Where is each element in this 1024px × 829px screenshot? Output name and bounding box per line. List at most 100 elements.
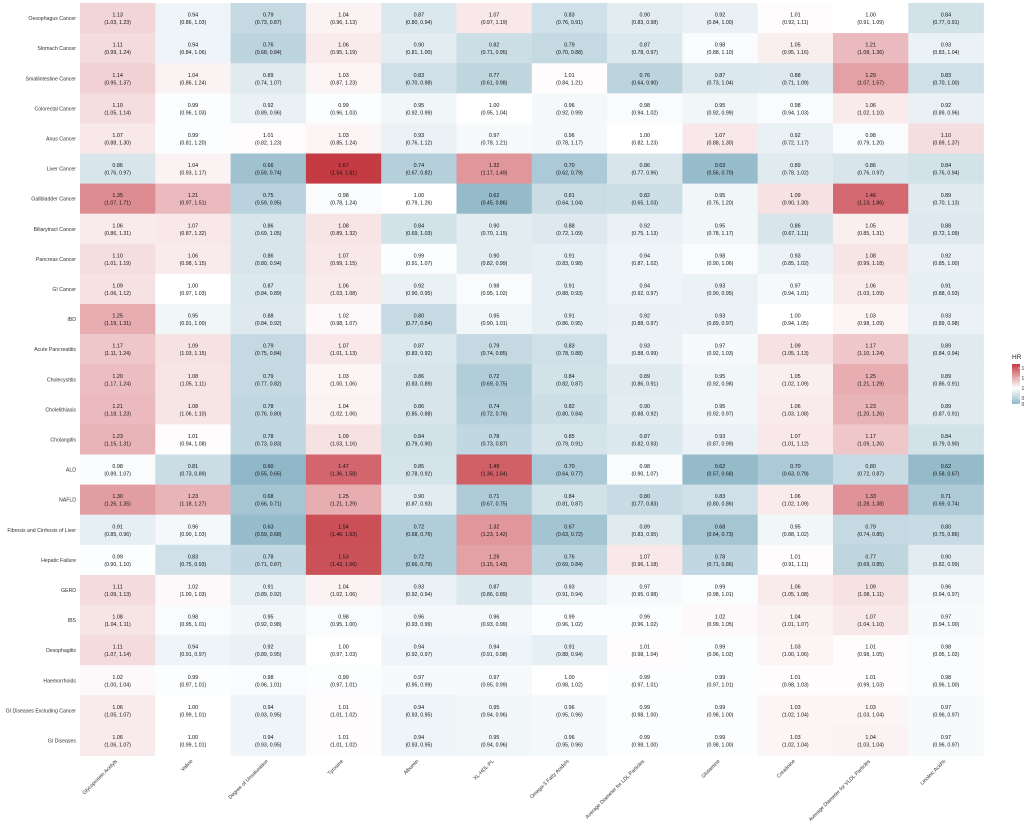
- cell-ci-label: (0.98, 1.00): [631, 712, 658, 718]
- cell-value-label: 0.87: [414, 344, 425, 350]
- cell-ci-label: (0.72, 1.17): [782, 140, 809, 146]
- cell-ci-label: (0.69, 0.75): [481, 381, 508, 387]
- cell-value-label: 0.94: [414, 735, 425, 741]
- row-label: Pancreas Cancer: [36, 257, 76, 263]
- cell-value-label: 1.07: [489, 13, 500, 19]
- cell-ci-label: (0.94, 1.00): [933, 622, 960, 628]
- cell-value-label: 0.90: [489, 253, 500, 259]
- cell-value-label: 0.92: [790, 133, 801, 139]
- cell-ci-label: (0.95, 1.19): [330, 50, 357, 56]
- cell-value-label: 0.99: [715, 705, 726, 711]
- cell-value-label: 0.94: [414, 705, 425, 711]
- cell-value-label: 0.94: [188, 13, 199, 19]
- cell-ci-label: (0.84, 1.21): [556, 80, 583, 86]
- cell-ci-label: (0.73, 0.87): [255, 20, 282, 26]
- cell-ci-label: (0.88, 0.97): [631, 321, 658, 327]
- cell-ci-label: (0.97, 1.03): [180, 291, 207, 297]
- cell-ci-label: (0.79, 0.90): [406, 441, 433, 447]
- cell-ci-label: (1.03, 1.23): [104, 20, 131, 26]
- cell-value-label: 0.97: [941, 735, 952, 741]
- cell-ci-label: (1.09, 1.13): [104, 592, 131, 598]
- cell-value-label: 0.71: [941, 494, 952, 500]
- cell-value-label: 0.75: [263, 193, 274, 199]
- cell-ci-label: (1.03, 1.15): [180, 351, 207, 357]
- cell-ci-label: (0.94, 0.96): [481, 712, 508, 718]
- cell-value-label: 0.93: [715, 314, 726, 320]
- cell-value-label: 1.01: [564, 73, 575, 79]
- cell-value-label: 0.95: [715, 404, 726, 410]
- cell-ci-label: (0.88, 0.94): [556, 652, 583, 658]
- cell-ci-label: (0.81, 0.87): [556, 502, 583, 508]
- cell-ci-label: (0.96, 0.97): [933, 742, 960, 748]
- cell-ci-label: (0.94, 1.01): [782, 291, 809, 297]
- cell-ci-label: (0.72, 1.09): [556, 231, 583, 237]
- cell-ci-label: (0.89, 0.96): [255, 110, 282, 116]
- cell-ci-label: (0.95, 1.02): [933, 652, 960, 658]
- cell-value-label: 0.83: [564, 13, 575, 19]
- cell-ci-label: (0.67, 0.82): [406, 171, 433, 177]
- cell-ci-label: (1.01, 1.07): [782, 622, 809, 628]
- cell-ci-label: (0.98, 1.00): [631, 742, 658, 748]
- cell-value-label: 1.30: [112, 494, 123, 500]
- cell-value-label: 0.80: [414, 314, 425, 320]
- cell-value-label: 0.89: [941, 193, 952, 199]
- cell-value-label: 0.95: [715, 374, 726, 380]
- cell-value-label: 1.04: [188, 163, 199, 169]
- cell-value-label: 1.06: [790, 404, 801, 410]
- cell-ci-label: (0.96, 1.02): [556, 622, 583, 628]
- cell-ci-label: (0.95, 1.02): [481, 291, 508, 297]
- cell-value-label: 0.97: [489, 133, 500, 139]
- cell-ci-label: (0.95, 1.04): [481, 110, 508, 116]
- cell-ci-label: (0.93, 0.95): [255, 712, 282, 718]
- cell-value-label: 0.84: [564, 374, 575, 380]
- cell-ci-label: (0.90, 1.03): [180, 532, 207, 538]
- row-label: Oesophagus Cancer: [28, 16, 76, 22]
- cell-ci-label: (0.66, 0.71): [255, 502, 282, 508]
- cell-ci-label: (0.99, 1.05): [707, 622, 734, 628]
- cell-ci-label: (0.76, 0.94): [933, 171, 960, 177]
- cell-value-label: 0.74: [489, 404, 500, 410]
- cell-value-label: 0.95: [715, 193, 726, 199]
- column-label: Valine: [180, 759, 194, 773]
- cell-value-label: 0.95: [414, 103, 425, 109]
- cell-value-label: 0.62: [489, 193, 500, 199]
- cell-ci-label: (0.59, 0.68): [255, 532, 282, 538]
- cell-value-label: 0.78: [263, 434, 274, 440]
- cell-value-label: 1.00: [564, 675, 575, 681]
- cell-ci-label: (1.01, 1.12): [782, 441, 809, 447]
- cell-ci-label: (0.97, 1.19): [481, 20, 508, 26]
- cell-value-label: 0.97: [790, 283, 801, 289]
- cell-ci-label: (0.95, 0.99): [481, 682, 508, 688]
- cell-ci-label: (0.79, 1.26): [406, 201, 433, 207]
- cell-value-label: 1.06: [338, 283, 349, 289]
- cell-value-label: 1.05: [790, 43, 801, 49]
- cell-ci-label: (0.93, 0.95): [406, 742, 433, 748]
- cell-ci-label: (1.42, 1.66): [330, 562, 357, 568]
- cell-ci-label: (0.86, 0.91): [933, 381, 960, 387]
- cell-value-label: 0.94: [188, 645, 199, 651]
- cell-value-label: 1.00: [188, 283, 199, 289]
- cell-ci-label: (1.54, 1.81): [330, 171, 357, 177]
- row-label: GI Diseases Excluding Cancer: [6, 708, 77, 714]
- cell-ci-label: (0.73, 1.04): [707, 80, 734, 86]
- cell-value-label: 0.93: [715, 434, 726, 440]
- cell-ci-label: (1.02, 1.09): [782, 502, 809, 508]
- cell-ci-label: (0.65, 1.03): [631, 201, 658, 207]
- cell-value-label: 1.17: [865, 344, 876, 350]
- cell-ci-label: (0.86, 1.31): [104, 231, 131, 237]
- cell-value-label: 1.08: [338, 223, 349, 229]
- cell-value-label: 1.09: [112, 283, 123, 289]
- cell-ci-label: (0.67, 1.11): [782, 231, 808, 237]
- cell-ci-label: (0.80, 0.84): [556, 411, 583, 417]
- row-label: Acute Pancreatitis: [34, 347, 76, 353]
- cell-value-label: 1.06: [188, 253, 199, 259]
- cell-value-label: 1.00: [414, 193, 425, 199]
- cell-value-label: 0.91: [564, 253, 575, 259]
- cell-ci-label: (1.18, 1.23): [104, 411, 131, 417]
- row-label: Hepatic Failure: [41, 558, 76, 564]
- cell-value-label: 1.02: [188, 584, 199, 590]
- cell-ci-label: (0.99, 1.24): [104, 50, 131, 56]
- cell-value-label: 0.98: [263, 675, 274, 681]
- cell-value-label: 0.96: [564, 103, 575, 109]
- cell-value-label: 1.46: [865, 193, 876, 199]
